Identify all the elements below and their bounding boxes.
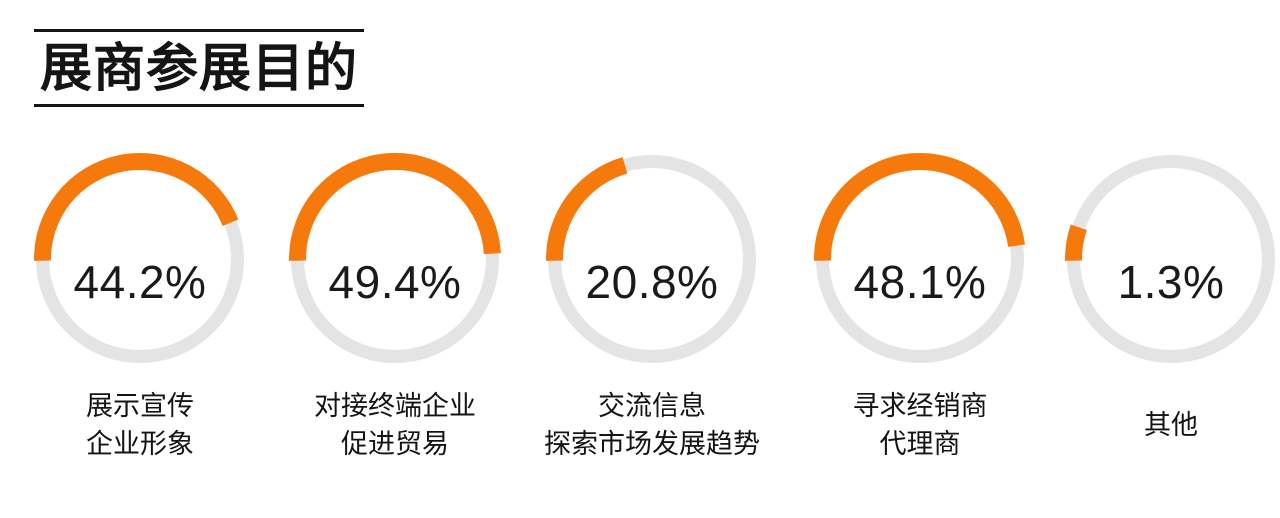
donut-category-label: 其他 <box>1041 386 1280 464</box>
donut-category-label-line: 企业形象 <box>86 429 194 459</box>
donut-ring-svg <box>546 155 756 363</box>
donut-ring-filled-arc <box>289 152 501 261</box>
donut-ring-filled-arc <box>814 152 1026 261</box>
page-title: 展商参展目的 <box>34 29 365 107</box>
donut-category-label-line: 探索市场发展趋势 <box>544 429 760 459</box>
donut-category-label-line: 促进贸易 <box>341 429 449 459</box>
donut-ring-filled-arc <box>34 152 239 261</box>
donut-ring-svg <box>1065 155 1275 363</box>
donut-ring-svg <box>814 152 1026 363</box>
donut-chart: 49.4% 对接终端企业 促进贸易 <box>280 0 510 518</box>
donut-category-label-line: 对接终端企业 <box>314 391 476 421</box>
donut-ring: 44.2% <box>32 151 248 367</box>
donut-chart: 1.3% 其他 <box>1056 0 1280 518</box>
donut-ring-svg <box>289 152 501 363</box>
donut-category-label-line: 寻求经销商 <box>852 391 988 421</box>
donut-chart: 20.8% 交流信息探索市场发展趋势 <box>537 0 767 518</box>
donut-ring: 48.1% <box>812 151 1028 367</box>
donut-category-label: 展示宣传 企业形象 <box>10 386 270 464</box>
donut-chart: 44.2% 展示宣传企业形象 <box>25 0 255 518</box>
donut-category-label-line: 其他 <box>1144 410 1198 440</box>
donut-chart: 48.1% 寻求经销商代理商 <box>805 0 1035 518</box>
donut-ring: 49.4% <box>287 151 503 367</box>
donut-ring-remainder-arc <box>1067 155 1275 363</box>
donut-category-label-line: 交流信息 <box>598 391 706 421</box>
donut-ring: 1.3% <box>1063 151 1279 367</box>
donut-category-label: 交流信息探索市场发展趋势 <box>522 386 782 464</box>
donut-category-label: 对接终端企业 促进贸易 <box>265 386 525 464</box>
donut-category-label: 寻求经销商 代理商 <box>790 386 1050 464</box>
donut-ring-filled-arc <box>546 157 628 261</box>
donut-category-label-line: 展示宣传 <box>86 391 194 421</box>
donut-ring-svg <box>34 152 244 363</box>
donut-category-label-line: 代理商 <box>879 429 961 459</box>
donut-ring: 20.8% <box>544 151 760 367</box>
donut-ring-filled-arc <box>1065 224 1087 261</box>
